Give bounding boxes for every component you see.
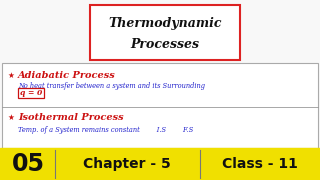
Text: Processes: Processes <box>131 38 199 51</box>
Bar <box>0 148 320 180</box>
Text: Class - 11: Class - 11 <box>222 157 298 171</box>
Text: No heat transfer between a system and its Surrounding: No heat transfer between a system and it… <box>18 82 205 90</box>
Text: Temp. of a System remains constant        I.S        F.S: Temp. of a System remains constant I.S F… <box>18 126 193 134</box>
Text: ★: ★ <box>8 71 15 80</box>
Bar <box>18 88 44 98</box>
Text: q = 0: q = 0 <box>20 89 42 97</box>
Text: Thermodynamic: Thermodynamic <box>108 17 222 30</box>
Text: Isothermal Process: Isothermal Process <box>18 113 124 122</box>
Text: Adiabatic Process: Adiabatic Process <box>18 71 116 80</box>
Text: Chapter - 5: Chapter - 5 <box>83 157 171 171</box>
Text: 05: 05 <box>12 152 44 176</box>
Bar <box>90 5 240 60</box>
Bar <box>2 63 318 148</box>
Text: ★: ★ <box>8 113 15 122</box>
